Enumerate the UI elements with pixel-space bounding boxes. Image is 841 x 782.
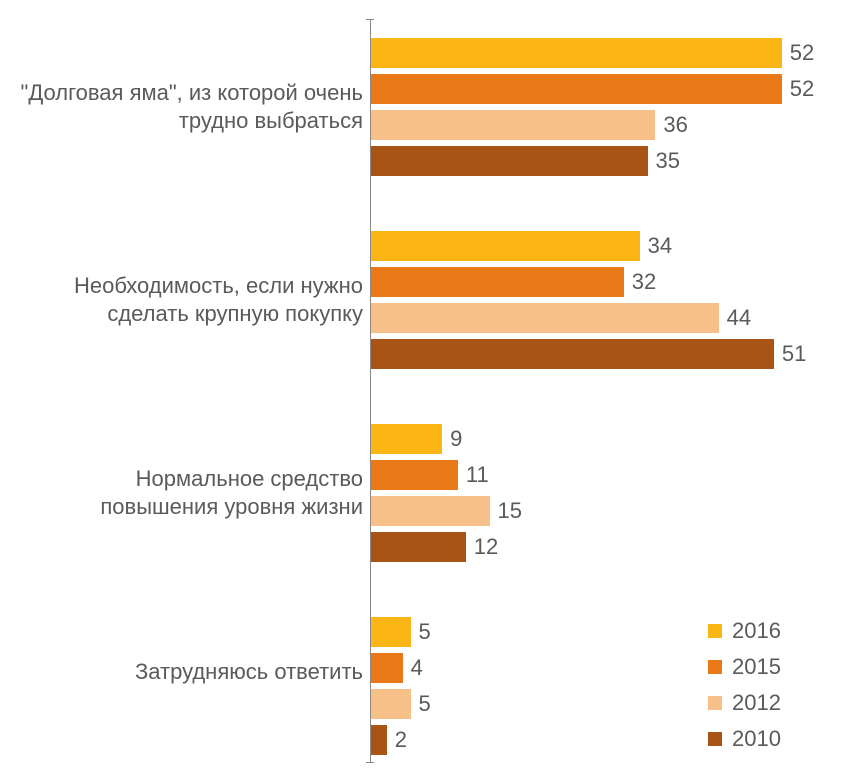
bar: 36 — [371, 110, 655, 140]
bar-value-label: 2 — [395, 727, 407, 753]
bar: 5 — [371, 617, 411, 647]
bar-value-label: 11 — [466, 462, 489, 488]
legend-label: 2010 — [732, 726, 781, 752]
bar: 15 — [371, 496, 490, 526]
bar: 2 — [371, 725, 387, 755]
bar: 52 — [371, 74, 782, 104]
legend: 2016 2015 2012 2010 — [708, 618, 781, 752]
axis-tick — [366, 19, 374, 20]
bar: 44 — [371, 303, 719, 333]
bar: 35 — [371, 146, 648, 176]
legend-swatch — [708, 696, 722, 710]
bar: 9 — [371, 424, 442, 454]
category-label: Затрудняюсь ответить — [13, 658, 363, 686]
bar-value-label: 5 — [419, 691, 431, 717]
legend-swatch — [708, 660, 722, 674]
legend-label: 2015 — [732, 654, 781, 680]
bar-value-label: 52 — [790, 40, 814, 66]
legend-item: 2012 — [708, 690, 781, 716]
legend-item: 2016 — [708, 618, 781, 644]
bar: 52 — [371, 38, 782, 68]
legend-swatch — [708, 624, 722, 638]
legend-label: 2012 — [732, 690, 781, 716]
bar-value-label: 15 — [498, 498, 522, 524]
bar: 5 — [371, 689, 411, 719]
axis-tick — [366, 762, 374, 763]
bar-value-label: 44 — [727, 305, 751, 331]
bar: 4 — [371, 653, 403, 683]
bar-value-label: 9 — [450, 426, 462, 452]
category-label: Нормальное средство повышения уровня жиз… — [13, 465, 363, 520]
legend-swatch — [708, 732, 722, 746]
legend-label: 2016 — [732, 618, 781, 644]
bar-value-label: 4 — [411, 655, 423, 681]
legend-item: 2010 — [708, 726, 781, 752]
bar: 34 — [371, 231, 640, 261]
chart-container: 525236353432445191115125452 "Долговая ям… — [0, 0, 841, 782]
category-label: Необходимость, если нужно сделать крупну… — [13, 272, 363, 327]
bar: 12 — [371, 532, 466, 562]
legend-item: 2015 — [708, 654, 781, 680]
bar-value-label: 32 — [632, 269, 656, 295]
bar: 11 — [371, 460, 458, 490]
category-label: "Долговая яма", из которой очень трудно … — [13, 79, 363, 134]
bar-value-label: 52 — [790, 76, 814, 102]
bar-value-label: 34 — [648, 233, 672, 259]
bar: 51 — [371, 339, 774, 369]
bar: 32 — [371, 267, 624, 297]
bar-value-label: 12 — [474, 534, 498, 560]
bar-value-label: 51 — [782, 341, 806, 367]
bar-value-label: 5 — [419, 619, 431, 645]
bar-value-label: 36 — [663, 112, 687, 138]
bar-value-label: 35 — [656, 148, 680, 174]
